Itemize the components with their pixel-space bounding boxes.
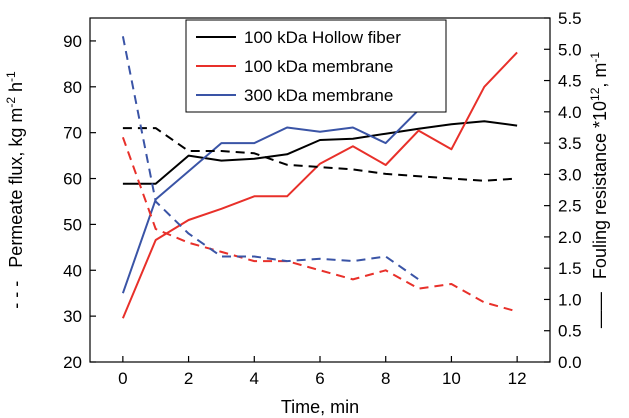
- x-tick-label-1: 2: [184, 369, 193, 388]
- series-line-3-dashed-left: [122, 127, 518, 182]
- left-axis-line-marker: - - -: [6, 281, 26, 309]
- series-line-1-solid-right: [121, 51, 518, 319]
- left-axis-title-sup1: -2: [4, 97, 18, 108]
- y-right-tick-label-1: 0.5: [558, 322, 582, 341]
- x-tick-label-0: 0: [118, 369, 127, 388]
- y-right-tick-label-5: 2.5: [558, 197, 582, 216]
- right-axis-title: —— Fouling resistance *1012, m-1: [588, 52, 610, 328]
- right-axis-title-mid: , m: [590, 63, 610, 88]
- y-right-tick-label-9: 4.5: [558, 72, 582, 91]
- series-line-2-solid-right: [121, 109, 420, 294]
- left-axis-title-sup2: -1: [4, 71, 18, 82]
- legend-label-100kda-membrane: 100 kDa membrane: [244, 57, 393, 76]
- x-axis-title: Time, min: [281, 397, 359, 417]
- y-left-tick-label-5: 70: [63, 124, 82, 143]
- y-left-tick-label-4: 60: [63, 170, 82, 189]
- left-axis-title-mid: h: [6, 82, 26, 97]
- y-left-tick-label-7: 90: [63, 32, 82, 51]
- right-axis-title-text: Fouling resistance *10: [590, 101, 610, 279]
- series-line-5-dashed-left: [121, 36, 420, 281]
- series-line-4-dashed-left: [121, 136, 518, 313]
- y-left-tick-label-2: 40: [63, 261, 82, 280]
- y-right-tick-label-3: 1.5: [558, 259, 582, 278]
- y-right-tick-label-8: 4.0: [558, 103, 582, 122]
- legend-label-hollow-fiber: 100 kDa Hollow fiber: [244, 28, 401, 47]
- right-axis-title-sup2: -1: [588, 52, 602, 63]
- right-axis-title-sup1: 12: [588, 87, 602, 101]
- y-left-tick-label-6: 80: [63, 78, 82, 97]
- left-axis-title: - - - Permeate flux, kg m-2 h-1: [4, 71, 26, 309]
- right-axis-line-marker: ——: [590, 292, 610, 328]
- left-axis-title-text: Permeate flux, kg m: [6, 108, 26, 268]
- legend: 100 kDa Hollow fiber 100 kDa membrane 30…: [185, 19, 447, 113]
- y-right-tick-label-0: 0.0: [558, 353, 582, 372]
- series-layer: [121, 36, 518, 319]
- x-tick-label-4: 8: [381, 369, 390, 388]
- y-right-tick-label-11: 5.5: [558, 9, 582, 28]
- x-tick-label-6: 12: [508, 369, 527, 388]
- y-right-tick-label-10: 5.0: [558, 40, 582, 59]
- y-right-tick-label-7: 3.5: [558, 134, 582, 153]
- legend-label-300kda-membrane: 300 kDa membrane: [244, 86, 393, 105]
- series-line-0-solid-right: [122, 120, 518, 185]
- y-left-tick-label-0: 20: [63, 353, 82, 372]
- y-right-tick-label-4: 2.0: [558, 228, 582, 247]
- x-tick-label-3: 6: [315, 369, 324, 388]
- ticks-layer: 0 2 4 6 8 10 12 20 30 40 50 60 70 80 90 0.0 0.5 1.0 1.5 2.0…: [63, 9, 582, 388]
- x-tick-label-2: 4: [250, 369, 259, 388]
- y-left-tick-label-3: 50: [63, 215, 82, 234]
- y-right-tick-label-6: 3.0: [558, 165, 582, 184]
- y-left-tick-label-1: 30: [63, 307, 82, 326]
- y-right-tick-label-2: 1.0: [558, 290, 582, 309]
- x-tick-label-5: 10: [442, 369, 461, 388]
